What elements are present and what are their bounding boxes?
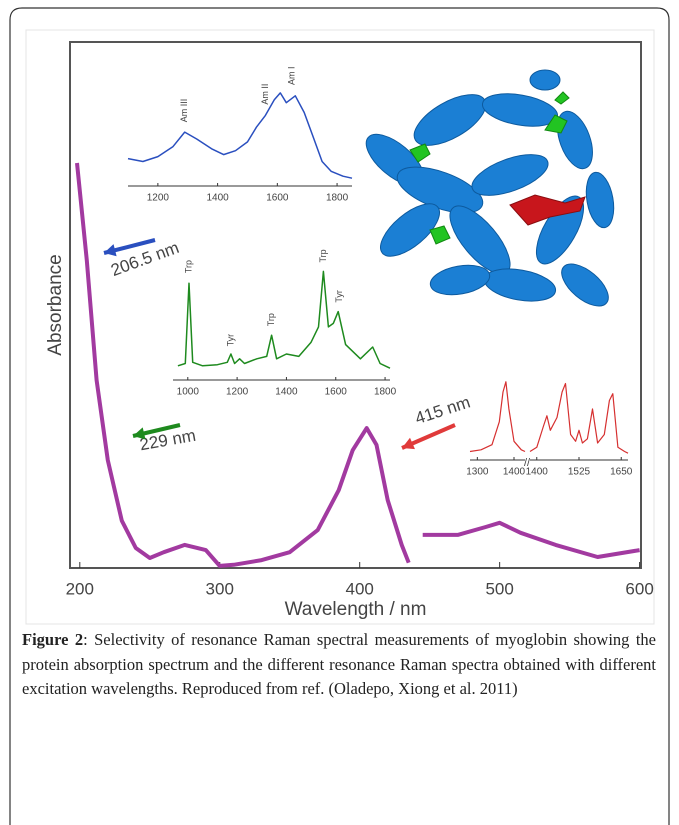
arrow-head: [104, 244, 117, 257]
caption: Figure 2: Selectivity of resonance Raman…: [22, 628, 656, 702]
spectrum-line: [469, 381, 526, 453]
x-tick-label: 500: [485, 579, 513, 598]
excitation-label: 415 nm: [413, 392, 473, 428]
peak-label: Trp: [183, 260, 193, 273]
spectrum-line: [75, 162, 640, 568]
axis-break: //: [524, 457, 531, 469]
peak-label: Am I: [287, 66, 297, 85]
x-tick-label: 1400: [526, 467, 549, 478]
spectrum-line: [529, 382, 629, 454]
peak-label: Tyr: [334, 290, 344, 303]
x-tick-label: 200: [66, 579, 94, 598]
caption-text: : Selectivity of resonance Raman spectra…: [22, 630, 656, 698]
figure-frame: [25, 29, 655, 625]
x-tick-label: 1525: [568, 467, 591, 478]
x-tick-label: 1650: [610, 467, 633, 478]
caption-label: Figure 2: [22, 630, 84, 649]
plot-frame: [69, 41, 642, 569]
x-tick-label: 1400: [503, 467, 526, 478]
excitation-label: 229 nm: [138, 426, 197, 455]
peak-label: Am II: [260, 84, 270, 105]
x-tick-label: 1600: [266, 193, 289, 204]
y-axis-label: Absorbance: [45, 254, 66, 355]
x-axis-label: Wavelength / nm: [285, 599, 427, 620]
x-tick-label: 1600: [325, 387, 348, 398]
page-border: [9, 7, 670, 825]
x-tick-label: 300: [206, 579, 234, 598]
spectrum-line: [127, 92, 353, 179]
x-tick-label: 1400: [206, 193, 229, 204]
x-tick-label: 1200: [226, 387, 249, 398]
protein-structure: [365, 69, 615, 307]
peak-label: Am III: [179, 99, 189, 123]
spectrum-line: [177, 270, 391, 369]
peak-label: Trp: [266, 313, 276, 326]
x-tick-label: 1800: [374, 387, 397, 398]
arrow-head: [133, 427, 146, 440]
x-tick-label: 1000: [177, 387, 200, 398]
x-tick-label: 400: [346, 579, 374, 598]
peak-label: Trp: [318, 249, 328, 262]
x-tick-label: 1400: [275, 387, 298, 398]
x-tick-label: 600: [625, 579, 653, 598]
x-tick-label: 1800: [326, 193, 349, 204]
peak-label: Tyr: [225, 334, 235, 347]
x-tick-label: 1200: [147, 193, 170, 204]
x-tick-label: 1300: [466, 467, 489, 478]
arrow-head: [402, 437, 415, 450]
